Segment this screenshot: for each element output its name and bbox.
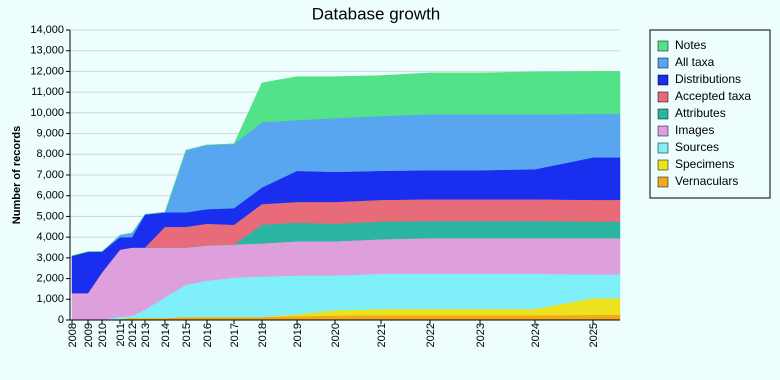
legend-label: Specimens: [675, 157, 734, 171]
x-tick-label: 2010: [97, 323, 109, 347]
x-tick-label: 2008: [67, 323, 79, 347]
x-tick-label: 2023: [475, 323, 487, 347]
legend-label: Notes: [675, 38, 706, 52]
x-tick-label: 2024: [530, 323, 542, 347]
x-tick-label: 2015: [181, 323, 193, 347]
legend-swatch: [657, 74, 669, 86]
legend-swatch: [657, 176, 669, 188]
legend-label: Accepted taxa: [675, 89, 751, 103]
legend-box: [649, 29, 771, 199]
x-tick-label: 2011: [115, 323, 127, 347]
y-tick-label: 12,000: [30, 65, 64, 77]
x-tick-label: 2012: [127, 323, 139, 347]
x-tick-label: 2009: [83, 323, 95, 347]
y-tick-label: 2,000: [36, 272, 64, 284]
y-tick-label: 11,000: [31, 86, 64, 98]
y-tick-label: 0: [58, 314, 64, 326]
legend-label: Distributions: [675, 72, 741, 86]
x-tick-label: 2025: [588, 323, 600, 347]
y-tick-label: 1,000: [36, 293, 64, 305]
x-tick-label: 2016: [202, 323, 214, 347]
y-tick-label: 9,000: [36, 127, 64, 139]
x-tick-label: 2018: [257, 323, 269, 347]
x-tick-label: 2017: [229, 323, 241, 347]
legend-label: Images: [675, 123, 714, 137]
legend-swatch: [657, 108, 669, 120]
y-tick-label: 3,000: [36, 252, 64, 264]
x-tick-label: 2014: [160, 323, 172, 347]
x-tick-label: 2022: [425, 323, 437, 347]
legend-label: All taxa: [675, 55, 715, 69]
y-tick-label: 13,000: [30, 45, 64, 57]
legend-swatch: [657, 91, 669, 103]
y-tick-label: 14,000: [30, 24, 64, 36]
legend-swatch: [657, 159, 669, 171]
legend-swatch: [657, 125, 669, 137]
legend-label: Attributes: [675, 106, 726, 120]
legend-swatch: [657, 40, 669, 52]
x-tick-label: 2020: [330, 323, 342, 347]
x-tick-label: 2021: [376, 323, 388, 347]
legend-swatch: [657, 142, 669, 154]
y-tick-label: 4,000: [36, 231, 64, 243]
y-tick-label: 10,000: [30, 107, 64, 119]
y-axis-label: Number of records: [11, 126, 23, 224]
y-tick-label: 7,000: [36, 169, 64, 181]
legend-label: Vernaculars: [675, 174, 738, 188]
y-tick-label: 6,000: [36, 190, 64, 202]
chart-title: Database growth: [312, 4, 441, 23]
y-tick-label: 8,000: [36, 148, 64, 160]
y-tick-label: 5,000: [36, 210, 64, 222]
area: [71, 71, 621, 257]
legend-swatch: [657, 57, 669, 69]
x-tick-label: 2019: [292, 323, 304, 347]
x-tick-label: 2013: [140, 323, 152, 347]
legend-label: Sources: [675, 140, 719, 154]
